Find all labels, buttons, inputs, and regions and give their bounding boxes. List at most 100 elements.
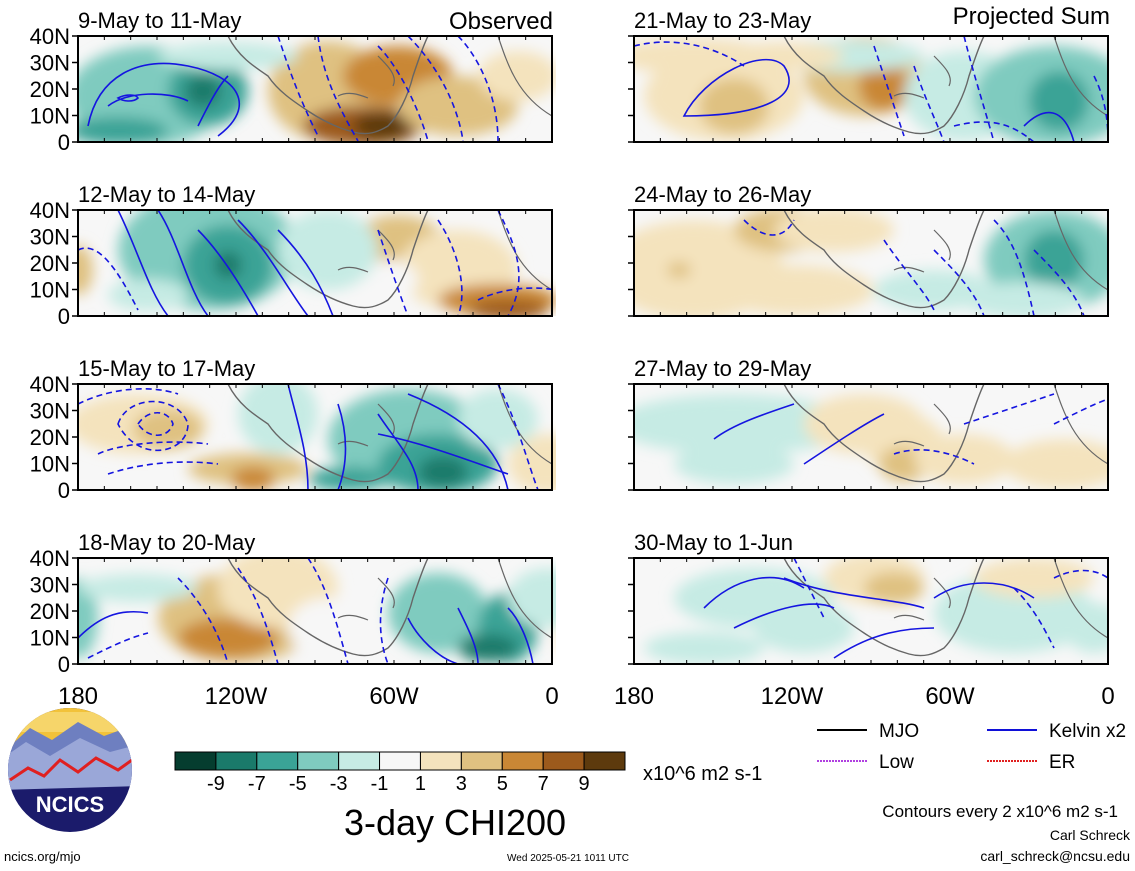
colorbar-swatch [215, 751, 258, 771]
chi200-anomaly-blob [78, 574, 198, 602]
lat-label: 30N [30, 399, 70, 424]
chi200-anomaly-blob [508, 568, 556, 628]
lat-label: 40N [30, 372, 70, 397]
colorbar-swatch [583, 751, 626, 771]
chi200-anomaly-blob [288, 598, 368, 658]
kelvin-contour-negative [87, 632, 149, 659]
coastline [783, 558, 985, 657]
chi200-anomaly-blob [78, 117, 168, 142]
lon-label-left-0: 0 [545, 683, 558, 710]
ncics-logo: NCICS [8, 708, 132, 832]
lon-label-left-120w: 120W [205, 683, 268, 710]
coastline-minor [893, 210, 1108, 291]
kelvin-contour-positive [287, 384, 309, 490]
kelvin-contour-negative [377, 45, 429, 142]
chi200-anomaly-blob [508, 434, 556, 490]
chi200-anomaly-blob [78, 245, 93, 295]
colorbar-tick-label: 7 [538, 773, 549, 795]
kelvin-contour-positive [277, 229, 334, 316]
kelvin-contour-negative [497, 210, 520, 316]
colorbar-swatch [256, 751, 299, 771]
kelvin-contour-positive [407, 393, 509, 490]
chi200-anomaly-blob [558, 608, 638, 668]
kelvin-contour-positive [457, 607, 479, 664]
kelvin-contour-positive [407, 617, 459, 664]
coastline-minor [893, 384, 1108, 465]
kelvin-contour-positive [933, 582, 1035, 599]
chi200-anomaly-blob [1064, 603, 1108, 653]
kelvin-contour-negative [993, 219, 1035, 316]
kelvin-contour-negative [457, 36, 499, 142]
lon-label-right-60w: 60W [925, 683, 975, 710]
kelvin-contour-negative [497, 384, 539, 490]
lon-label-left-60w: 60W [369, 683, 419, 710]
chi200-fill [78, 41, 556, 142]
colorbar-tick-label: 5 [497, 773, 508, 795]
lat-label: 20N [30, 599, 70, 624]
chi200-anomaly-blob [714, 265, 874, 315]
map-panel-p8: 30-May to 1-Jun [628, 530, 1109, 665]
colorbar-tick-label: -1 [371, 773, 389, 795]
legend-line-label: Low [879, 752, 914, 773]
kelvin-contour-positive [1023, 111, 1075, 142]
kelvin-contour-positive [703, 576, 805, 609]
kelvin-contour-negative [634, 41, 745, 67]
map-panel-p7: 27-May to 29-May [628, 356, 1109, 491]
chi200-anomaly-blob [468, 300, 548, 316]
kelvin-contour-negative [78, 247, 139, 311]
contour-note: Contours every 2 x10^6 m2 s-1 [882, 802, 1118, 821]
kelvin-contour-negative [893, 449, 975, 465]
observed-label: Observed [449, 8, 553, 35]
chi200-anomaly-blob [185, 75, 221, 107]
colorbar-swatch [338, 751, 381, 771]
kelvin-contour-negative [913, 65, 945, 142]
coastline-minor [893, 36, 1108, 117]
kelvin-contour-negative [277, 36, 319, 137]
chi200-fill [634, 36, 1108, 142]
chi200-anomaly-blob [108, 279, 188, 311]
kelvin-contour-positive [87, 62, 240, 137]
lat-label: 0 [58, 478, 70, 503]
chi200-fill [634, 394, 1108, 489]
kelvin-contour-positive [783, 577, 925, 609]
footer-timestamp: Wed 2025-05-21 1011 UTC [507, 853, 629, 864]
panel-title: 30-May to 1-Jun [634, 530, 793, 555]
kelvin-contour-negative [377, 229, 409, 316]
coastline-minor [337, 36, 553, 117]
chi200-fill [644, 558, 1108, 664]
lat-label: 10N [30, 452, 70, 477]
lat-label: 0 [58, 652, 70, 677]
colorbar-tick-label: 3 [456, 773, 467, 795]
chi200-anomaly-blob [644, 632, 764, 664]
lat-label: 30N [30, 573, 70, 598]
panel-title: 24-May to 26-May [634, 182, 811, 207]
colorbar-swatch [501, 751, 544, 771]
chi200-anomaly-blob [859, 61, 909, 111]
coastline [227, 210, 429, 309]
lat-label: 0 [58, 304, 70, 329]
colorbar-swatch [297, 751, 340, 771]
coastline-minor [337, 210, 553, 291]
lat-label: 10N [30, 104, 70, 129]
lon-label-left-180: 180 [58, 683, 98, 710]
kelvin-contour-positive [197, 75, 229, 127]
lon-label-right-180: 180 [614, 683, 654, 710]
map-panel-p5: 21-May to 23-May [628, 8, 1109, 143]
chi200-anomaly-blob [964, 282, 1084, 316]
kelvin-contour-negative [477, 287, 556, 301]
logo-text: NCICS [36, 792, 104, 817]
colorbar-tick-label: -9 [207, 773, 225, 795]
colorbar-tick-label: -5 [289, 773, 307, 795]
kelvin-contour-positive [337, 403, 347, 490]
lat-label: 40N [30, 198, 70, 223]
kelvin-contour-negative [743, 219, 795, 236]
lat-label: 40N [30, 24, 70, 49]
kelvin-contour-negative [237, 567, 279, 664]
chi200-anomaly-blob [458, 634, 518, 662]
panel-title: 9-May to 11-May [78, 8, 241, 33]
kelvin-contour-positive [197, 229, 259, 316]
